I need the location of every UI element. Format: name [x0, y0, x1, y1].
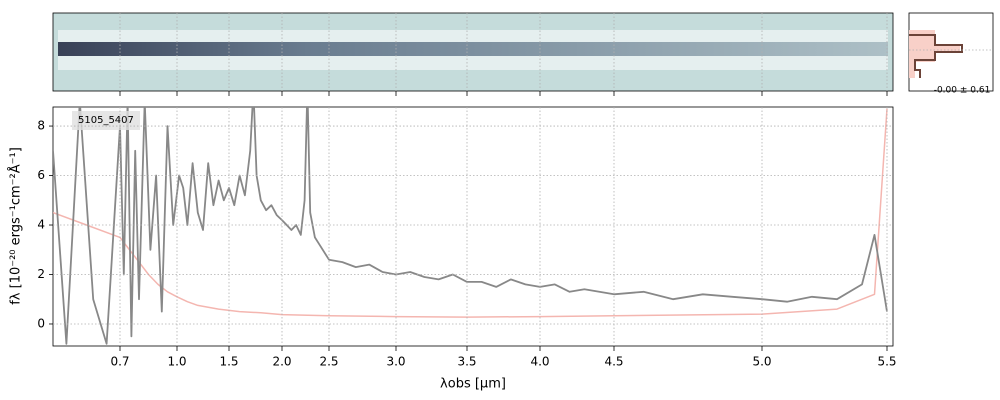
y-tick-label: 0: [37, 316, 45, 330]
y-axis-label: fλ [10⁻²⁰ ergs⁻¹cm⁻²Å⁻¹]: [8, 147, 24, 305]
trace: [58, 42, 888, 56]
x-tick-label: 4.5: [604, 355, 623, 369]
y-tick-label: 8: [37, 119, 45, 133]
spectrum-line: [53, 107, 888, 345]
x-tick-label: 0.7: [110, 355, 129, 369]
x-tick-label: 1.5: [219, 355, 238, 369]
x-tick-label: 3.0: [386, 355, 405, 369]
x-tick-label: 2.5: [319, 355, 338, 369]
x-tick-label: 2.0: [272, 355, 291, 369]
inset-label: -0.00 ± 0.61: [934, 86, 991, 96]
annotation-box: [72, 111, 140, 130]
y-tick-label: 6: [37, 168, 45, 182]
x-tick-label: 3.5: [457, 355, 476, 369]
x-axis-label: λobs [μm]: [440, 377, 506, 392]
y-tick-label: 2: [37, 267, 45, 281]
x-tick-label: 4.0: [530, 355, 549, 369]
y-tick-label: 4: [37, 218, 45, 232]
annotation: 5105_5407: [78, 115, 134, 126]
x-tick-label: 1.0: [167, 355, 186, 369]
x-tick-label: 5.0: [752, 355, 771, 369]
inset-hist-line: [909, 34, 963, 78]
plot-area: [52, 106, 894, 347]
x-tick-label: 5.5: [877, 355, 896, 369]
